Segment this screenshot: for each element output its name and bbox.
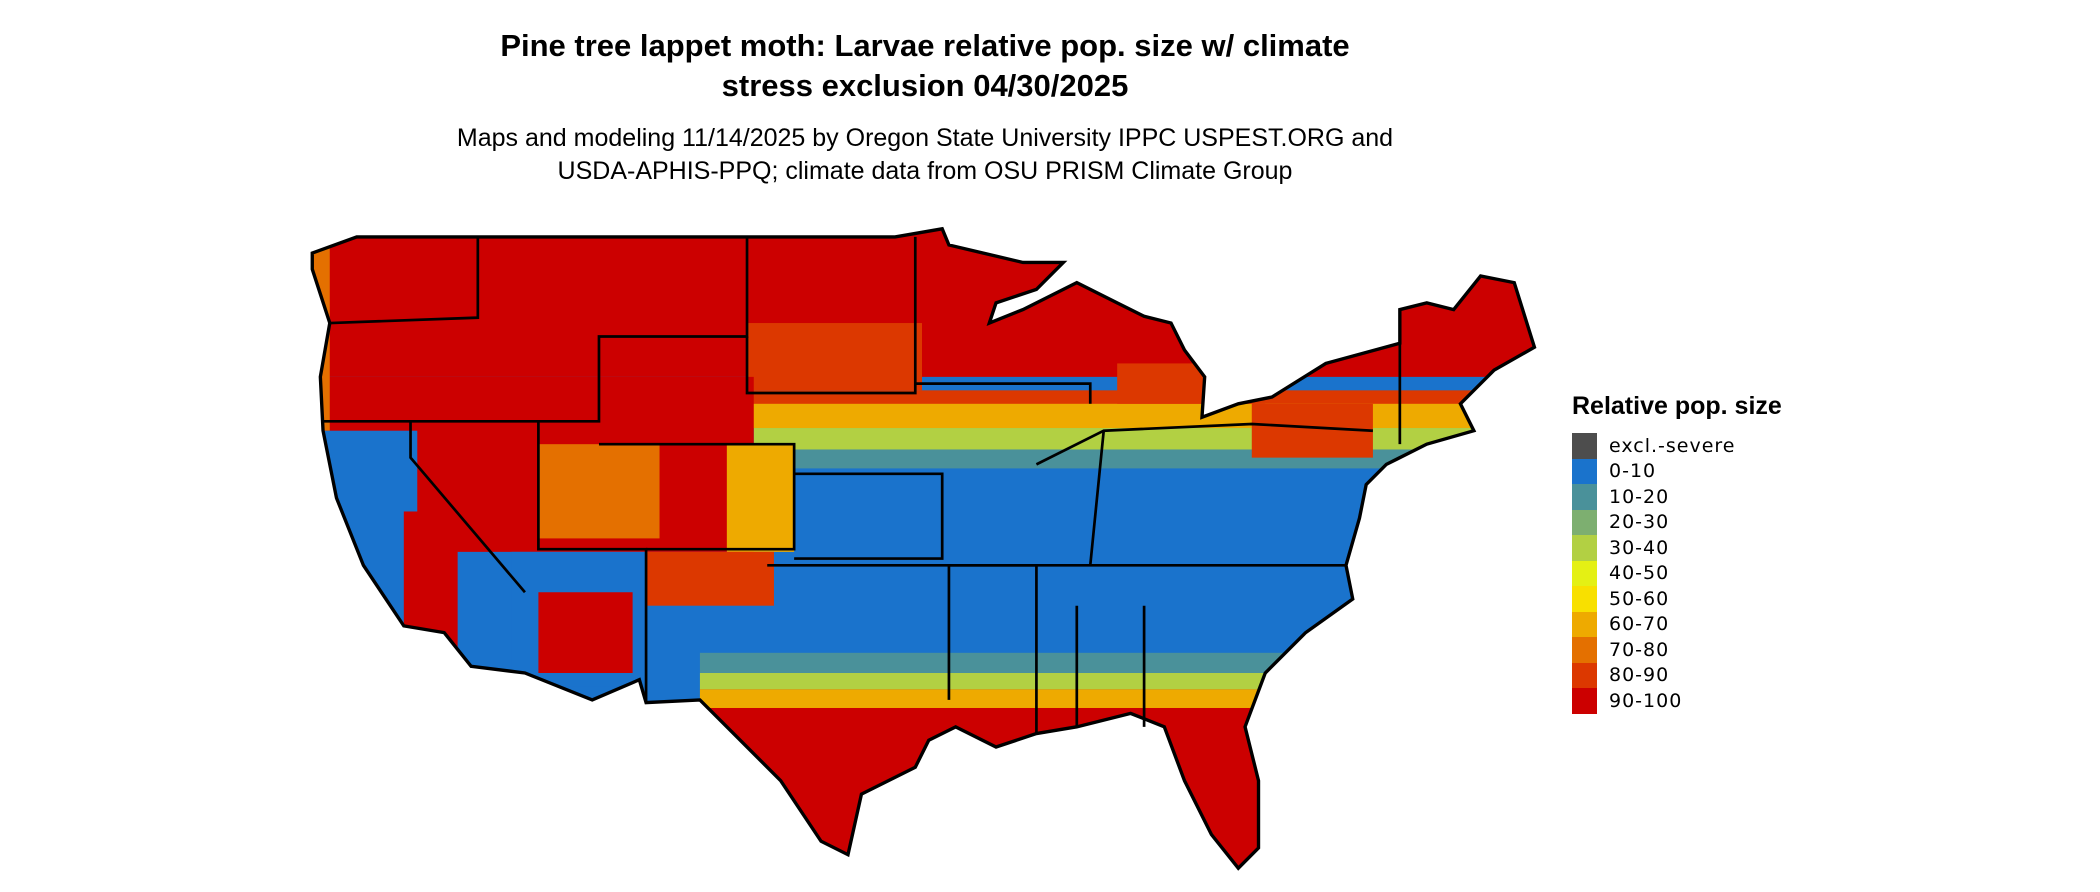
legend-item: 20-30 (1572, 509, 1782, 535)
legend-label: 10-20 (1609, 485, 1670, 508)
legend-swatch (1572, 637, 1597, 663)
legend-swatch (1572, 688, 1597, 714)
title-line-1: Pine tree lappet moth: Larvae relative p… (500, 28, 1350, 63)
legend-swatch (1572, 458, 1597, 484)
map-title: Pine tree lappet moth: Larvae relative p… (0, 26, 1850, 106)
legend-item: 90-100 (1572, 688, 1782, 714)
legend-label: excl.-severe (1609, 434, 1736, 457)
state-borders (323, 236, 1402, 734)
legend-label: 90-100 (1609, 689, 1683, 712)
legend-item: 30-40 (1572, 535, 1782, 561)
legend-swatch (1572, 509, 1597, 535)
legend-label: 70-80 (1609, 638, 1670, 661)
legend-item: 70-80 (1572, 637, 1782, 663)
legend-item: excl.-severe (1572, 433, 1782, 459)
legend-swatch (1572, 560, 1597, 586)
map-subtitle: Maps and modeling 11/14/2025 by Oregon S… (0, 122, 1850, 188)
legend-item: 0-10 (1572, 458, 1782, 484)
legend-swatch (1572, 433, 1597, 459)
legend-swatch (1572, 611, 1597, 637)
legend-label: 20-30 (1609, 511, 1670, 534)
subtitle-line-1: Maps and modeling 11/14/2025 by Oregon S… (456, 124, 1394, 152)
legend: Relative pop. size excl.-severe 0-10 10-20… (1572, 392, 1782, 714)
legend-item: 50-60 (1572, 586, 1782, 612)
legend-item: 40-50 (1572, 560, 1782, 586)
legend-label: 0-10 (1609, 460, 1657, 483)
legend-item: 60-70 (1572, 611, 1782, 637)
legend-label: 40-50 (1609, 562, 1670, 585)
legend-item: 10-20 (1572, 484, 1782, 510)
legend-label: 60-70 (1609, 613, 1670, 636)
title-line-2: stress exclusion 04/30/2025 (721, 68, 1129, 103)
legend-swatch (1572, 662, 1597, 688)
legend-label: 50-60 (1609, 587, 1670, 610)
legend-swatch (1572, 535, 1597, 561)
legend-label: 80-90 (1609, 664, 1670, 687)
subtitle-line-2: USDA-APHIS-PPQ; climate data from OSU PR… (557, 157, 1293, 185)
legend-title: Relative pop. size (1572, 392, 1782, 420)
legend-swatch (1572, 586, 1597, 612)
legend-swatch (1572, 484, 1597, 510)
legend-item: 80-90 (1572, 662, 1782, 688)
legend-label: 30-40 (1609, 536, 1670, 559)
